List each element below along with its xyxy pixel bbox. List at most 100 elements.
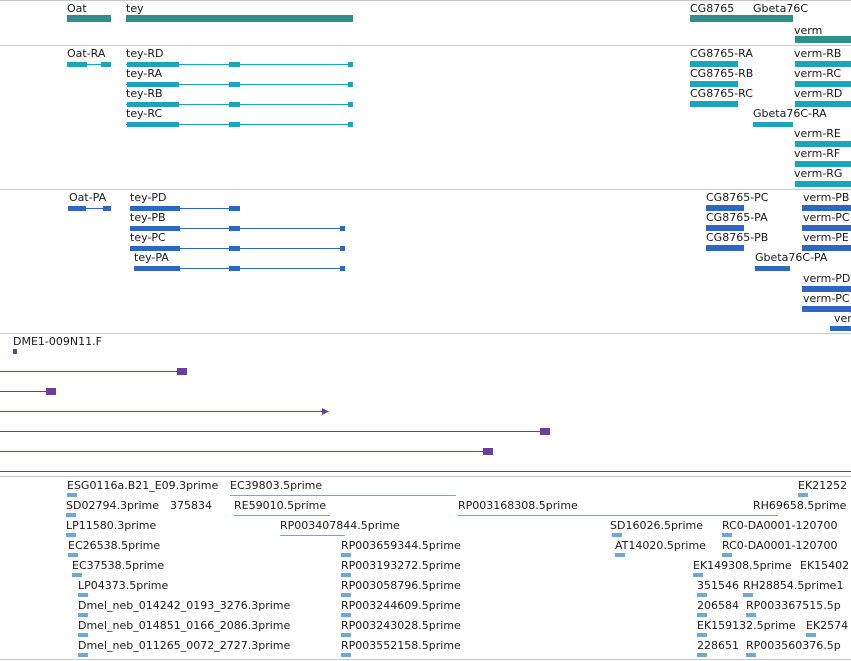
protein-feature[interactable]: tey-PA (134, 251, 345, 271)
est-feature[interactable]: RC0-DA0001-120700 (722, 519, 838, 537)
transcript-feature[interactable]: tey-RC (126, 107, 353, 127)
est-block (72, 573, 82, 577)
protein-feature[interactable]: CG8765-PB (706, 231, 768, 251)
est-feature[interactable]: 228651 (697, 639, 739, 657)
est-feature[interactable]: RP003243028.5prime (341, 619, 461, 637)
est-feature[interactable]: SD16026.5prime (610, 519, 703, 537)
exon-block (830, 326, 851, 331)
est-feature[interactable]: RH69658.5prime (753, 499, 847, 516)
est-label: EK15402 (800, 559, 849, 572)
exon-block (348, 102, 353, 107)
est-feature[interactable]: RP003560376.5p (746, 639, 841, 657)
transcript-feature[interactable]: verm-RC (794, 67, 851, 87)
transcript-feature[interactable]: tey-RA (126, 67, 353, 87)
est-feature[interactable]: AT14020.5prime (615, 539, 706, 557)
exon-block (127, 82, 179, 87)
protein-label: tey-PC (130, 231, 166, 244)
transcript-label: verm-RE (794, 127, 841, 140)
est-feature[interactable]: Dmel_neb_014242_0193_3276.3prime (78, 599, 290, 617)
est-label: RC0-DA0001-120700 (722, 539, 838, 552)
gene-bar[interactable] (67, 15, 111, 22)
gene-bar[interactable] (753, 15, 793, 22)
est-feature[interactable]: EK149308.5prime (693, 559, 792, 577)
est-feature[interactable]: EK159132.5prime (697, 619, 796, 637)
clone-feature[interactable] (0, 448, 493, 455)
protein-feature[interactable]: tey-PC (130, 231, 345, 251)
transcript-feature[interactable]: verm-RE (794, 127, 851, 147)
gene-bar[interactable] (690, 15, 753, 22)
transcript-feature[interactable]: verm-RF (794, 147, 851, 167)
est-feature[interactable]: RP003193272.5prime (341, 559, 461, 577)
protein-feature[interactable]: tey-PB (130, 211, 345, 231)
est-feature[interactable]: EC37538.5prime (72, 559, 164, 577)
gene-label: verm (794, 24, 822, 37)
transcript-feature[interactable]: Oat-RA (67, 47, 111, 67)
est-feature[interactable]: RE59010.5prime (234, 499, 330, 516)
protein-feature[interactable]: Oat-PA (68, 191, 111, 211)
est-feature[interactable]: EC26538.5prime (68, 539, 160, 557)
exon-block (130, 246, 180, 251)
est-feature[interactable]: ESG0116a.B21_E09.3prime (67, 479, 218, 497)
transcript-feature[interactable]: CG8765-RA (690, 47, 753, 67)
transcript-feature[interactable]: CG8765-RB (690, 67, 753, 87)
est-feature[interactable]: RP003552158.5prime (341, 639, 461, 657)
clone-feature[interactable] (0, 388, 56, 395)
transcript-feature[interactable]: tey-RD (126, 47, 353, 67)
gene-bar[interactable] (126, 15, 353, 22)
est-label: RP003243028.5prime (341, 619, 461, 632)
clone-feature[interactable] (0, 368, 187, 375)
est-feature[interactable]: RC0-DA0001-120700 (722, 539, 838, 557)
est-feature[interactable]: EC39803.5prime (230, 479, 456, 496)
protein-feature[interactable]: tey-PD (130, 191, 240, 211)
gene-feature[interactable]: CG8765 (690, 2, 753, 22)
transcript-feature[interactable]: Gbeta76C-RA (753, 107, 827, 127)
transcript-feature[interactable]: verm-RG (794, 167, 851, 187)
est-feature[interactable]: RP003058796.5prime (341, 579, 461, 597)
est-block (341, 573, 351, 577)
est-feature[interactable]: EK21252 (798, 479, 847, 497)
protein-feature[interactable]: CG8765-PA (706, 211, 768, 231)
est-block (806, 633, 816, 637)
gene-feature[interactable]: Oat (67, 2, 111, 22)
transcript-feature[interactable]: verm-RD (794, 87, 851, 107)
est-feature[interactable]: 351546 (697, 579, 739, 597)
est-feature[interactable]: RP003659344.5prime (341, 539, 461, 557)
est-feature[interactable]: RP003244609.5prime (341, 599, 461, 617)
protein-feature[interactable]: verm-PE (802, 231, 851, 251)
gene-bar[interactable] (795, 36, 851, 43)
protein-feature[interactable]: verm-PC (802, 292, 851, 312)
transcript-track: Oat-RA tey-RD tey-RA tey-RB (67, 47, 851, 187)
protein-feature[interactable]: verm-PD (802, 272, 851, 292)
est-feature[interactable]: RP003168308.5prime (458, 499, 760, 516)
gene-feature[interactable]: verm (794, 24, 851, 43)
est-feature[interactable]: EK2574 (806, 619, 848, 637)
est-feature[interactable]: EK15402 (800, 559, 849, 572)
protein-feature[interactable]: verm-PC (802, 211, 851, 231)
est-feature[interactable]: RP003407844.5prime (280, 519, 400, 536)
gene-feature[interactable]: Gbeta76C (753, 2, 808, 22)
est-block (67, 493, 77, 497)
protein-feature[interactable]: Gbeta76C-PA (755, 251, 828, 271)
est-feature[interactable]: Dmel_neb_011265_0072_2727.3prime (78, 639, 290, 657)
exon-block (802, 245, 851, 251)
protein-feature[interactable]: verm-PB (802, 191, 851, 211)
exon-block (755, 266, 790, 271)
transcript-feature[interactable]: tey-RB (126, 87, 353, 107)
transcript-feature[interactable]: verm-RB (794, 47, 851, 67)
est-feature[interactable]: SD02794.3prime (66, 499, 159, 517)
est-feature[interactable]: Dmel_neb_014851_0166_2086.3prime (78, 619, 290, 637)
clone-feature[interactable] (0, 408, 329, 415)
transcript-feature[interactable]: CG8765-RC (690, 87, 753, 107)
protein-feature[interactable]: verm (830, 312, 851, 331)
est-feature[interactable]: RP003367515.5p (746, 599, 841, 617)
clone-feature[interactable]: DME1-009N11.F (13, 335, 102, 354)
est-feature[interactable]: 375834 (170, 499, 212, 512)
est-feature[interactable]: LP04373.5prime (78, 579, 169, 597)
est-feature[interactable]: 206584 (697, 599, 739, 617)
est-feature[interactable]: LP11580.3prime (66, 519, 157, 537)
est-feature[interactable]: RH28854.5prime1 (743, 579, 843, 597)
est-block (615, 553, 625, 557)
clone-feature[interactable] (0, 428, 550, 435)
gene-feature[interactable]: tey (126, 2, 353, 22)
protein-feature[interactable]: CG8765-PC (706, 191, 769, 211)
